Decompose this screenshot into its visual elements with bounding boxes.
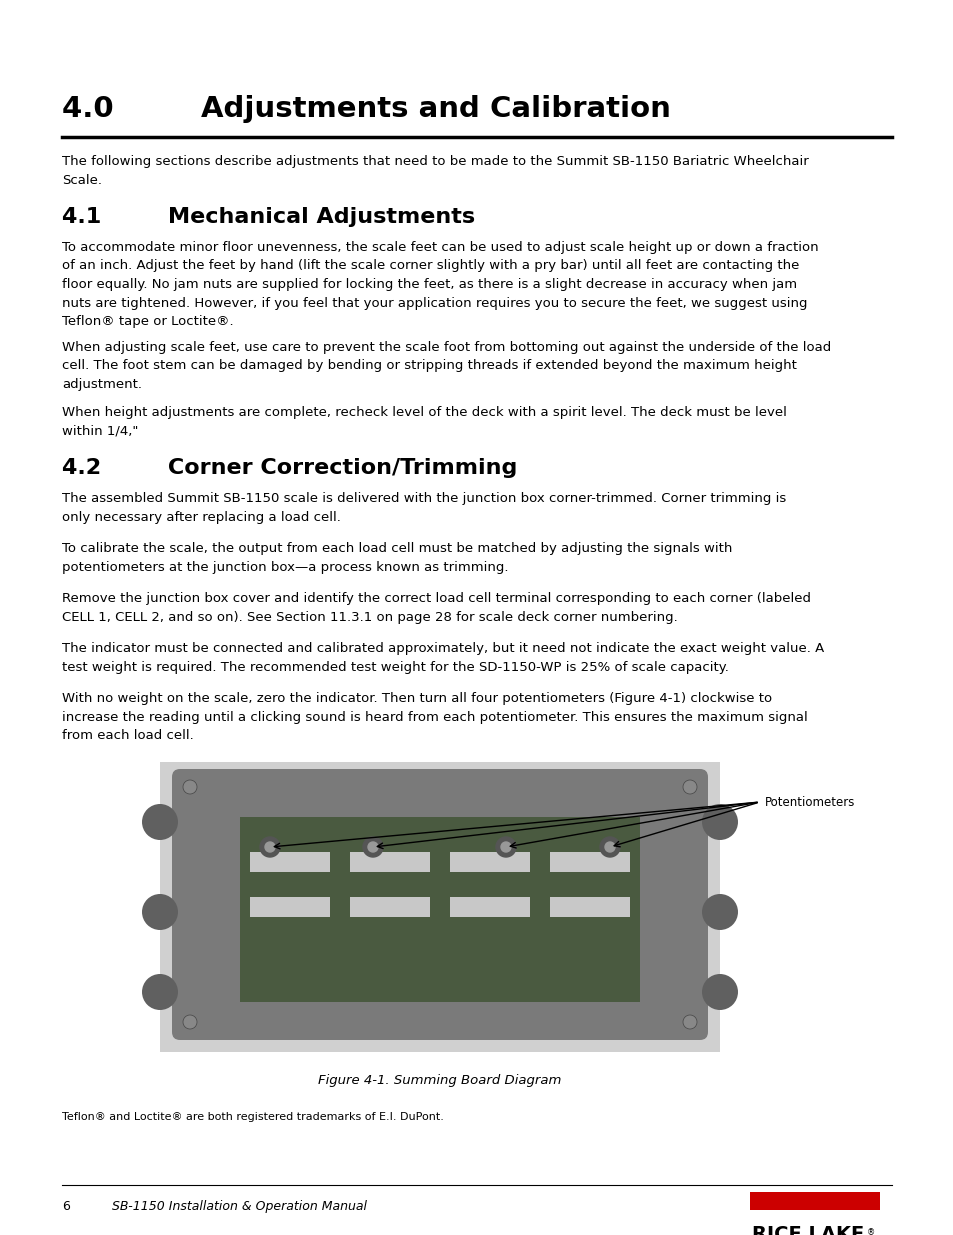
Circle shape (183, 781, 196, 794)
Text: SB-1150 Installation & Operation Manual: SB-1150 Installation & Operation Manual (112, 1200, 367, 1213)
Circle shape (701, 804, 738, 840)
Text: With no weight on the scale, zero the indicator. Then turn all four potentiomete: With no weight on the scale, zero the in… (62, 692, 807, 742)
Text: To calibrate the scale, the output from each load cell must be matched by adjust: To calibrate the scale, the output from … (62, 542, 732, 573)
FancyBboxPatch shape (160, 762, 720, 1052)
Text: 4.0   Adjustments and Calibration: 4.0 Adjustments and Calibration (62, 95, 670, 124)
Bar (450, 897, 530, 918)
Bar (250, 897, 330, 918)
Circle shape (183, 1015, 196, 1029)
Bar (250, 852, 330, 872)
Text: To accommodate minor floor unevenness, the scale feet can be used to adjust scal: To accommodate minor floor unevenness, t… (62, 241, 818, 329)
FancyBboxPatch shape (240, 818, 639, 1002)
FancyBboxPatch shape (172, 769, 707, 1040)
Circle shape (368, 842, 377, 852)
Text: The assembled Summit SB-1150 scale is delivered with the junction box corner-tri: The assembled Summit SB-1150 scale is de… (62, 492, 785, 524)
Text: Teflon® and Loctite® are both registered trademarks of E.I. DuPont.: Teflon® and Loctite® are both registered… (62, 1112, 443, 1123)
Text: Potentiometers: Potentiometers (764, 795, 855, 809)
Text: ®: ® (866, 1228, 874, 1235)
Text: RICE LAKE: RICE LAKE (751, 1225, 863, 1235)
Circle shape (500, 842, 511, 852)
Circle shape (599, 837, 619, 857)
Text: 4.1   Mechanical Adjustments: 4.1 Mechanical Adjustments (62, 207, 475, 227)
Circle shape (363, 837, 382, 857)
Text: When height adjustments are complete, recheck level of the deck with a spirit le: When height adjustments are complete, re… (62, 406, 786, 437)
Bar (350, 852, 430, 872)
Circle shape (260, 837, 280, 857)
Text: Figure 4-1. Summing Board Diagram: Figure 4-1. Summing Board Diagram (318, 1074, 561, 1087)
Circle shape (142, 894, 178, 930)
Circle shape (142, 804, 178, 840)
Text: The following sections describe adjustments that need to be made to the Summit S: The following sections describe adjustme… (62, 156, 808, 186)
Text: 6: 6 (62, 1200, 70, 1213)
Bar (550, 852, 629, 872)
Bar (749, 1192, 879, 1210)
Circle shape (496, 837, 516, 857)
Text: 4.2   Corner Correction/Trimming: 4.2 Corner Correction/Trimming (62, 458, 517, 478)
Circle shape (701, 894, 738, 930)
Circle shape (604, 842, 615, 852)
Circle shape (142, 974, 178, 1010)
Circle shape (682, 1015, 697, 1029)
Circle shape (265, 842, 274, 852)
Text: When adjusting scale feet, use care to prevent the scale foot from bottoming out: When adjusting scale feet, use care to p… (62, 341, 830, 391)
Bar (350, 897, 430, 918)
Bar (550, 897, 629, 918)
Text: Remove the junction box cover and identify the correct load cell terminal corres: Remove the junction box cover and identi… (62, 592, 810, 624)
Bar (450, 852, 530, 872)
Circle shape (682, 781, 697, 794)
Circle shape (701, 974, 738, 1010)
Text: The indicator must be connected and calibrated approximately, but it need not in: The indicator must be connected and cali… (62, 642, 823, 673)
